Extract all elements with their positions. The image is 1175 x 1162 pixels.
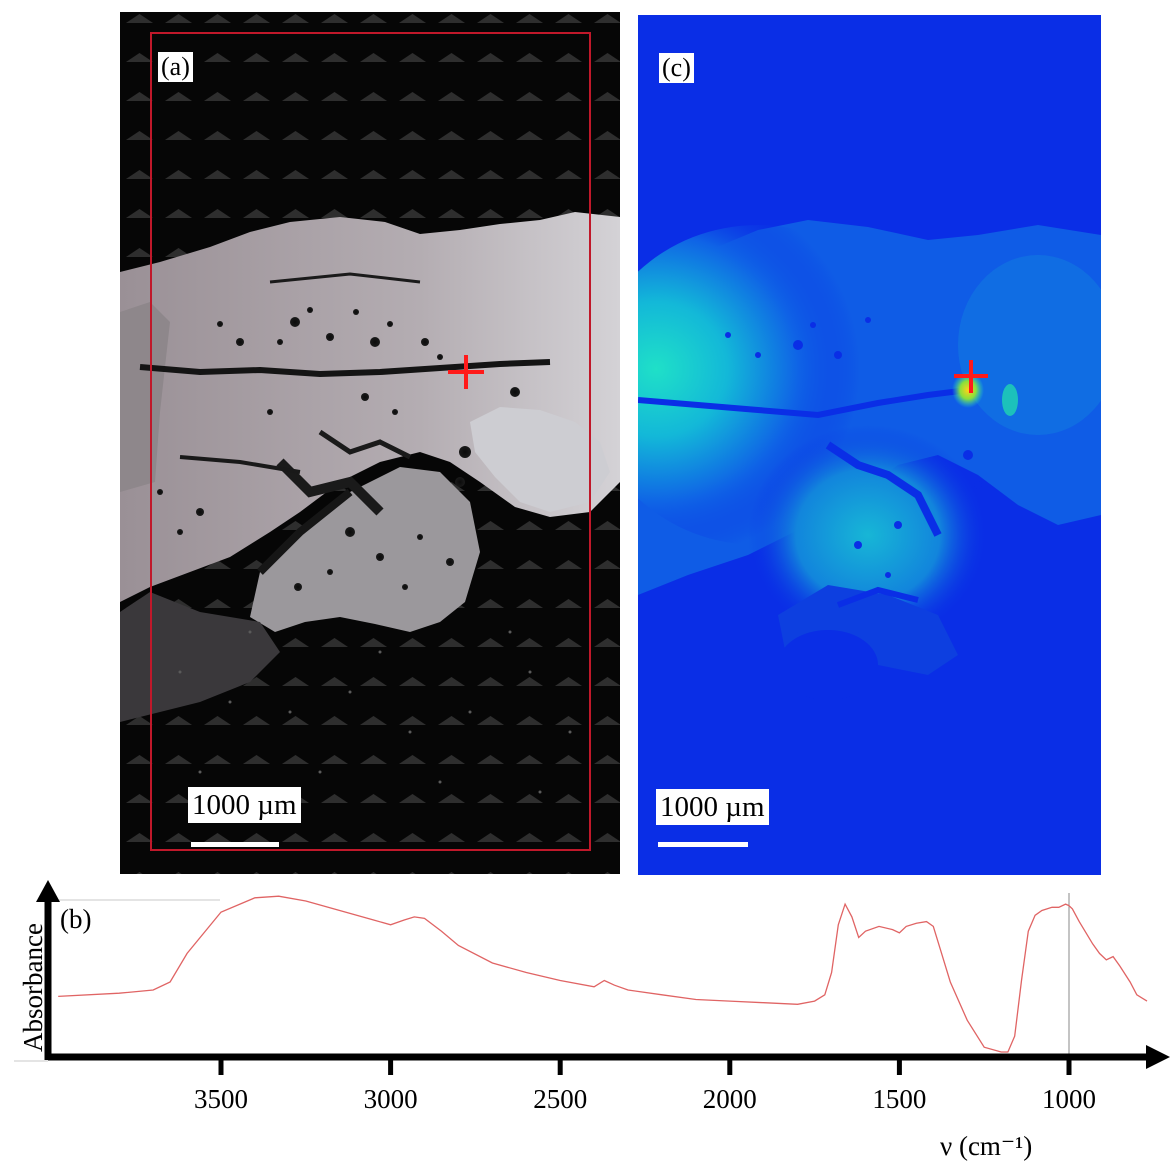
x-tick-label: 2500 xyxy=(533,1084,587,1114)
spectrum-location-marker-map xyxy=(954,360,988,393)
panel-label-c: (c) xyxy=(659,53,694,83)
y-axis-label: Absorbance xyxy=(18,923,48,1052)
absorbance-series-line xyxy=(58,895,1148,1053)
x-tick-label: 1500 xyxy=(872,1084,926,1114)
scale-bar-label-c: 1000 µm xyxy=(656,789,769,825)
region-of-interest-rectangle xyxy=(150,32,591,851)
optical-image-panel: (a) 1000 µm xyxy=(120,12,620,874)
scale-bar-a xyxy=(191,842,279,847)
optical-image xyxy=(120,12,620,874)
panel-label-a: (a) xyxy=(158,52,193,82)
chemical-map-panel: (c) 1000 µm xyxy=(638,15,1101,875)
x-axis-arrow-icon xyxy=(1146,1045,1170,1069)
spectrum-chart: 3500 3000 2500 2000 1500 1000 (b) Absorbance … xyxy=(14,880,1170,1161)
x-tick-label: 3500 xyxy=(194,1084,248,1114)
chemical-map xyxy=(638,15,1101,875)
x-axis-label: ν (cm⁻¹) xyxy=(940,1131,1032,1161)
x-axis-ticks: 3500 3000 2500 2000 1500 1000 xyxy=(194,1057,1096,1114)
scale-bar-label-a: 1000 µm xyxy=(188,787,301,823)
x-tick-label: 1000 xyxy=(1042,1084,1096,1114)
y-axis-arrow-icon xyxy=(36,880,60,902)
x-tick-label: 2000 xyxy=(703,1084,757,1114)
panel-label-b: (b) xyxy=(60,904,91,934)
scale-bar-c xyxy=(658,842,748,847)
x-tick-label: 3000 xyxy=(364,1084,418,1114)
